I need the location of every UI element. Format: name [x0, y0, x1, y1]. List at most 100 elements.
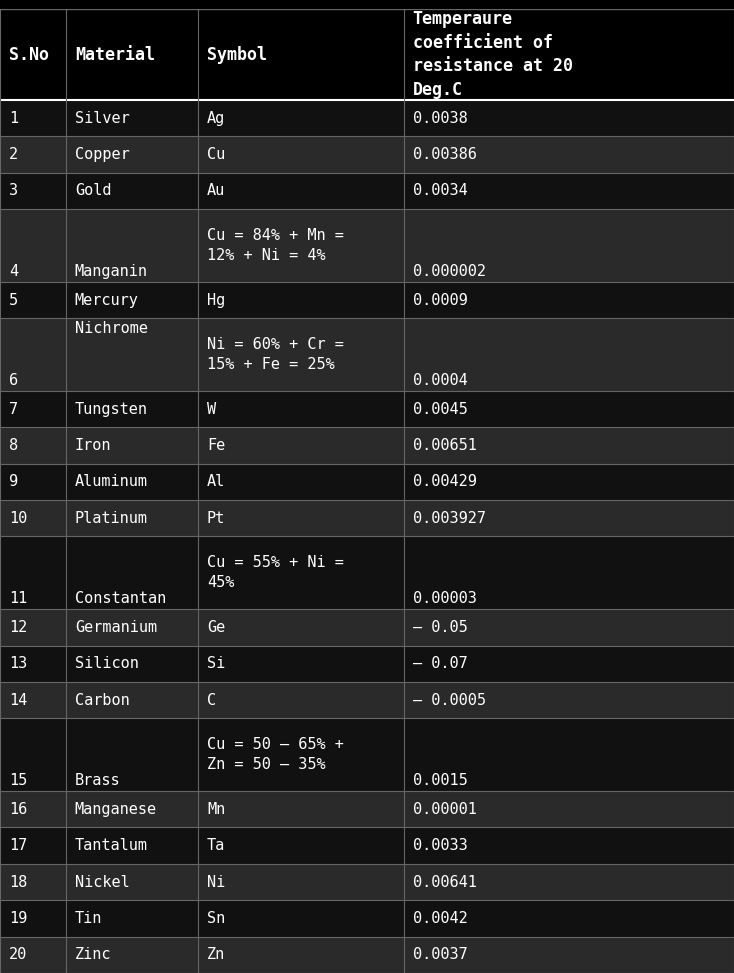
Text: Si: Si [207, 657, 225, 671]
Text: Silicon: Silicon [75, 657, 139, 671]
Text: 0.00651: 0.00651 [413, 438, 476, 453]
Text: 7: 7 [9, 402, 18, 416]
Text: Sn: Sn [207, 911, 225, 926]
Text: 0.00429: 0.00429 [413, 475, 476, 489]
Text: 0.0045: 0.0045 [413, 402, 468, 416]
Text: C: C [207, 693, 216, 707]
Text: 14: 14 [9, 693, 27, 707]
Text: Al: Al [207, 475, 225, 489]
Text: Mn: Mn [207, 802, 225, 816]
Text: Temperaure
coefficient of
resistance at 20
Deg.C: Temperaure coefficient of resistance at … [413, 10, 573, 99]
Bar [0, 900, 734, 937]
Text: 0.0004: 0.0004 [413, 373, 468, 388]
Text: 0.0015: 0.0015 [413, 774, 468, 788]
Text: 6: 6 [9, 373, 18, 388]
Text: 0.000002: 0.000002 [413, 264, 485, 279]
Text: Germanium: Germanium [75, 620, 157, 635]
Text: 17: 17 [9, 838, 27, 853]
Text: 1: 1 [9, 111, 18, 126]
Bar [0, 136, 734, 173]
Text: Aluminum: Aluminum [75, 475, 148, 489]
Text: 10: 10 [9, 511, 27, 525]
Bar [0, 500, 734, 536]
Text: 0.0009: 0.0009 [413, 293, 468, 307]
Text: – 0.0005: – 0.0005 [413, 693, 485, 707]
Text: 0.0034: 0.0034 [413, 184, 468, 198]
Bar [0, 209, 734, 282]
Text: W: W [207, 402, 216, 416]
Text: Cu = 84% + Mn =
12% + Ni = 4%: Cu = 84% + Mn = 12% + Ni = 4% [207, 228, 344, 263]
Text: Ni = 60% + Cr =
15% + Fe = 25%: Ni = 60% + Cr = 15% + Fe = 25% [207, 338, 344, 372]
Text: Platinum: Platinum [75, 511, 148, 525]
Text: Manganese: Manganese [75, 802, 157, 816]
Bar [0, 427, 734, 464]
Text: 19: 19 [9, 911, 27, 926]
Text: Fe: Fe [207, 438, 225, 453]
Bar [0, 827, 734, 864]
Text: 5: 5 [9, 293, 18, 307]
Text: 0.0033: 0.0033 [413, 838, 468, 853]
Bar [0, 791, 734, 827]
Text: 20: 20 [9, 948, 27, 962]
Text: 3: 3 [9, 184, 18, 198]
Text: Silver: Silver [75, 111, 130, 126]
Text: 0.00003: 0.00003 [413, 592, 476, 606]
Bar [0, 100, 734, 136]
Bar [0, 536, 734, 609]
Text: 15: 15 [9, 774, 27, 788]
Text: Manganin: Manganin [75, 264, 148, 279]
Text: 13: 13 [9, 657, 27, 671]
Bar [0, 391, 734, 427]
Bar [0, 864, 734, 900]
Text: Zn: Zn [207, 948, 225, 962]
Text: 2: 2 [9, 147, 18, 162]
Text: Tin: Tin [75, 911, 102, 926]
Bar [0, 282, 734, 318]
Text: Ag: Ag [207, 111, 225, 126]
Bar [0, 937, 734, 973]
Text: 0.0037: 0.0037 [413, 948, 468, 962]
Text: Cu = 50 – 65% +
Zn = 50 – 35%: Cu = 50 – 65% + Zn = 50 – 35% [207, 738, 344, 773]
Text: Constantan: Constantan [75, 592, 166, 606]
Text: Mercury: Mercury [75, 293, 139, 307]
Text: 0.00001: 0.00001 [413, 802, 476, 816]
Text: Iron: Iron [75, 438, 112, 453]
Text: Cu: Cu [207, 147, 225, 162]
Text: – 0.05: – 0.05 [413, 620, 468, 635]
Text: Carbon: Carbon [75, 693, 130, 707]
Text: 12: 12 [9, 620, 27, 635]
Text: Symbol: Symbol [207, 46, 267, 63]
Text: Ta: Ta [207, 838, 225, 853]
Bar [0, 646, 734, 682]
Text: 0.00641: 0.00641 [413, 875, 476, 889]
Text: Ni: Ni [207, 875, 225, 889]
Text: 11: 11 [9, 592, 27, 606]
Bar [0, 609, 734, 646]
Text: Ge: Ge [207, 620, 225, 635]
Text: Material: Material [75, 46, 155, 63]
Text: Cu = 55% + Ni =
45%: Cu = 55% + Ni = 45% [207, 556, 344, 591]
Text: Pt: Pt [207, 511, 225, 525]
Text: Brass: Brass [75, 774, 120, 788]
Text: Tantalum: Tantalum [75, 838, 148, 853]
Bar [0, 173, 734, 209]
Text: 9: 9 [9, 475, 18, 489]
Text: Copper: Copper [75, 147, 130, 162]
Text: 0.00386: 0.00386 [413, 147, 476, 162]
Bar [0, 9, 734, 100]
Text: 18: 18 [9, 875, 27, 889]
Text: Nickel: Nickel [75, 875, 130, 889]
Bar [0, 718, 734, 791]
Text: 16: 16 [9, 802, 27, 816]
Text: Au: Au [207, 184, 225, 198]
Bar [0, 464, 734, 500]
Text: 0.003927: 0.003927 [413, 511, 485, 525]
Text: Hg: Hg [207, 293, 225, 307]
Text: Tungsten: Tungsten [75, 402, 148, 416]
Text: Zinc: Zinc [75, 948, 112, 962]
Text: Gold: Gold [75, 184, 112, 198]
Text: 0.0038: 0.0038 [413, 111, 468, 126]
Text: 0.0042: 0.0042 [413, 911, 468, 926]
Text: – 0.07: – 0.07 [413, 657, 468, 671]
Text: 8: 8 [9, 438, 18, 453]
